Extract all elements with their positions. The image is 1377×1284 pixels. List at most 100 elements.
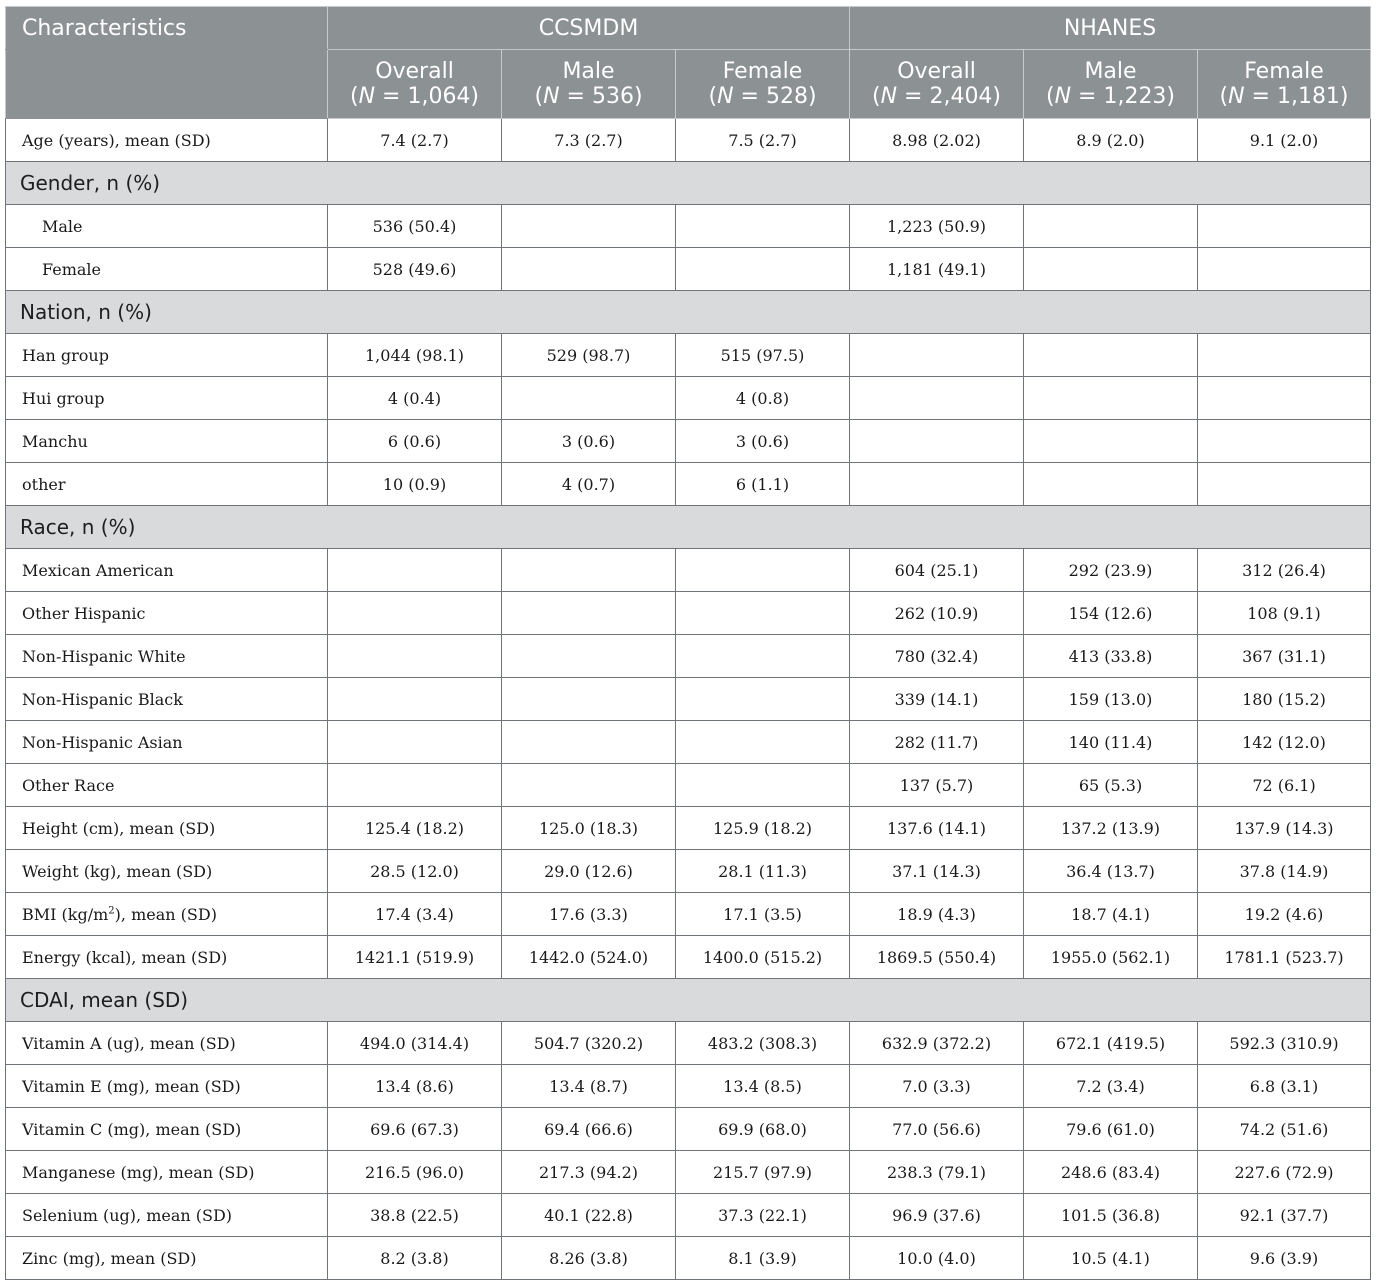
table-cell: 1781.1 (523.7) <box>1197 935 1371 979</box>
table-cell: 536 (50.4) <box>327 204 502 248</box>
table-row: Manganese (mg), mean (SD) 216.5 (96.0) 217… <box>5 1150 1371 1194</box>
table-row: Manchu 6 (0.6) 3 (0.6) 3 (0.6) <box>5 419 1371 463</box>
table-cell: 483.2 (308.3) <box>675 1021 850 1065</box>
table-cell <box>675 548 850 592</box>
table-cell: 529 (98.7) <box>501 333 676 377</box>
table-cell: 413 (33.8) <box>1023 634 1198 678</box>
table-cell: 248.6 (83.4) <box>1023 1150 1198 1194</box>
table-row: Han group 1,044 (98.1) 529 (98.7) 515 (97.5… <box>5 333 1371 377</box>
table-cell <box>1023 376 1198 420</box>
table-cell: 137.6 (14.1) <box>849 806 1024 850</box>
n-prefix: ( <box>871 84 881 109</box>
n-value: = 1,064) <box>375 84 480 109</box>
table-row: Vitamin C (mg), mean (SD) 69.6 (67.3) 69.4… <box>5 1107 1371 1151</box>
table-row: Mexican American 604 (25.1) 292 (23.9) 312 … <box>5 548 1371 592</box>
table-cell <box>1023 333 1198 377</box>
table-cell <box>675 591 850 635</box>
table-cell: 339 (14.1) <box>849 677 1024 721</box>
row-label: Energy (kcal), mean (SD) <box>5 935 328 979</box>
section-label: Race, n (%) <box>5 505 1371 549</box>
table-cell: 515 (97.5) <box>675 333 850 377</box>
characteristics-table: Characteristics CCSMDM NHANES Overall (N … <box>5 6 1371 1280</box>
table-cell: 504.7 (320.2) <box>501 1021 676 1065</box>
table-cell: 604 (25.1) <box>849 548 1024 592</box>
table-cell: 1421.1 (519.9) <box>327 935 502 979</box>
column-header-n: (N = 2,404) <box>850 84 1023 109</box>
table-cell: 262 (10.9) <box>849 591 1024 635</box>
table-cell: 672.1 (419.5) <box>1023 1021 1198 1065</box>
table-cell <box>675 634 850 678</box>
table-cell: 216.5 (96.0) <box>327 1150 502 1194</box>
table-cell: 19.2 (4.6) <box>1197 892 1371 936</box>
table-cell: 65 (5.3) <box>1023 763 1198 807</box>
n-prefix: ( <box>1219 84 1229 109</box>
table-cell <box>1197 333 1371 377</box>
table-row: Weight (kg), mean (SD) 28.5 (12.0) 29.0 (1… <box>5 849 1371 893</box>
table-cell <box>1197 204 1371 248</box>
row-label: Zinc (mg), mean (SD) <box>5 1236 328 1280</box>
column-header: Male (N = 1,223) <box>1023 49 1198 119</box>
table-row: Other Race 137 (5.7) 65 (5.3) 72 (6.1) <box>5 763 1371 807</box>
table-cell: 7.3 (2.7) <box>501 118 676 162</box>
row-label: Mexican American <box>5 548 328 592</box>
table-cell <box>675 204 850 248</box>
table-cell: 137.9 (14.3) <box>1197 806 1371 850</box>
table-cell: 137.2 (13.9) <box>1023 806 1198 850</box>
row-label: Male <box>5 204 328 248</box>
row-label: other <box>5 462 328 506</box>
table-cell: 140 (11.4) <box>1023 720 1198 764</box>
table-cell <box>501 591 676 635</box>
table-row: Height (cm), mean (SD) 125.4 (18.2) 125.0 … <box>5 806 1371 850</box>
column-header-label: Overall <box>897 59 976 84</box>
row-label: Non-Hispanic White <box>5 634 328 678</box>
table-cell: 17.4 (3.4) <box>327 892 502 936</box>
table-cell: 1869.5 (550.4) <box>849 935 1024 979</box>
table-cell: 9.1 (2.0) <box>1197 118 1371 162</box>
column-header-n: (N = 528) <box>676 84 849 109</box>
table-cell: 6.8 (3.1) <box>1197 1064 1371 1108</box>
table-cell: 77.0 (56.6) <box>849 1107 1024 1151</box>
column-header-n: (N = 1,223) <box>1024 84 1197 109</box>
table-cell: 592.3 (310.9) <box>1197 1021 1371 1065</box>
row-label: Manganese (mg), mean (SD) <box>5 1150 328 1194</box>
table-cell: 13.4 (8.7) <box>501 1064 676 1108</box>
n-value: = 528) <box>733 84 817 109</box>
row-label: Vitamin A (ug), mean (SD) <box>5 1021 328 1065</box>
table-cell: 79.6 (61.0) <box>1023 1107 1198 1151</box>
row-label: Manchu <box>5 419 328 463</box>
row-label: Other Hispanic <box>5 591 328 635</box>
column-header-n: (N = 536) <box>502 84 675 109</box>
table-row: Female 528 (49.6) 1,181 (49.1) <box>5 247 1371 291</box>
table-row: Selenium (ug), mean (SD) 38.8 (22.5) 40.1 … <box>5 1193 1371 1237</box>
table-cell <box>1023 204 1198 248</box>
table-cell: 312 (26.4) <box>1197 548 1371 592</box>
section-label: CDAI, mean (SD) <box>5 978 1371 1022</box>
table-cell: 37.1 (14.3) <box>849 849 1024 893</box>
table-cell: 4 (0.4) <box>327 376 502 420</box>
table-row: Vitamin A (ug), mean (SD) 494.0 (314.4) 50… <box>5 1021 1371 1065</box>
table-cell: 215.7 (97.9) <box>675 1150 850 1194</box>
table-cell: 632.9 (372.2) <box>849 1021 1024 1065</box>
table-header: Characteristics CCSMDM NHANES Overall (N … <box>5 6 1371 119</box>
table-cell: 108 (9.1) <box>1197 591 1371 635</box>
table-cell: 292 (23.9) <box>1023 548 1198 592</box>
table-cell <box>849 333 1024 377</box>
column-header: Female (N = 528) <box>675 49 850 119</box>
table-cell <box>675 677 850 721</box>
table-row: Non-Hispanic Asian 282 (11.7) 140 (11.4) 14… <box>5 720 1371 764</box>
table-cell: 3 (0.6) <box>675 419 850 463</box>
table-cell: 18.9 (4.3) <box>849 892 1024 936</box>
header-group-nhanes: NHANES <box>849 6 1371 50</box>
table-cell <box>1023 462 1198 506</box>
row-label: Hui group <box>5 376 328 420</box>
table-cell: 780 (32.4) <box>849 634 1024 678</box>
table-cell <box>1023 247 1198 291</box>
table-row: Zinc (mg), mean (SD) 8.2 (3.8) 8.26 (3.8) 8… <box>5 1236 1371 1280</box>
table-cell: 18.7 (4.1) <box>1023 892 1198 936</box>
table-cell: 9.6 (3.9) <box>1197 1236 1371 1280</box>
row-label: Han group <box>5 333 328 377</box>
table-cell: 7.4 (2.7) <box>327 118 502 162</box>
row-label: Vitamin E (mg), mean (SD) <box>5 1064 328 1108</box>
n-value: = 1,181) <box>1244 84 1349 109</box>
column-header-n: (N = 1,181) <box>1198 84 1370 109</box>
